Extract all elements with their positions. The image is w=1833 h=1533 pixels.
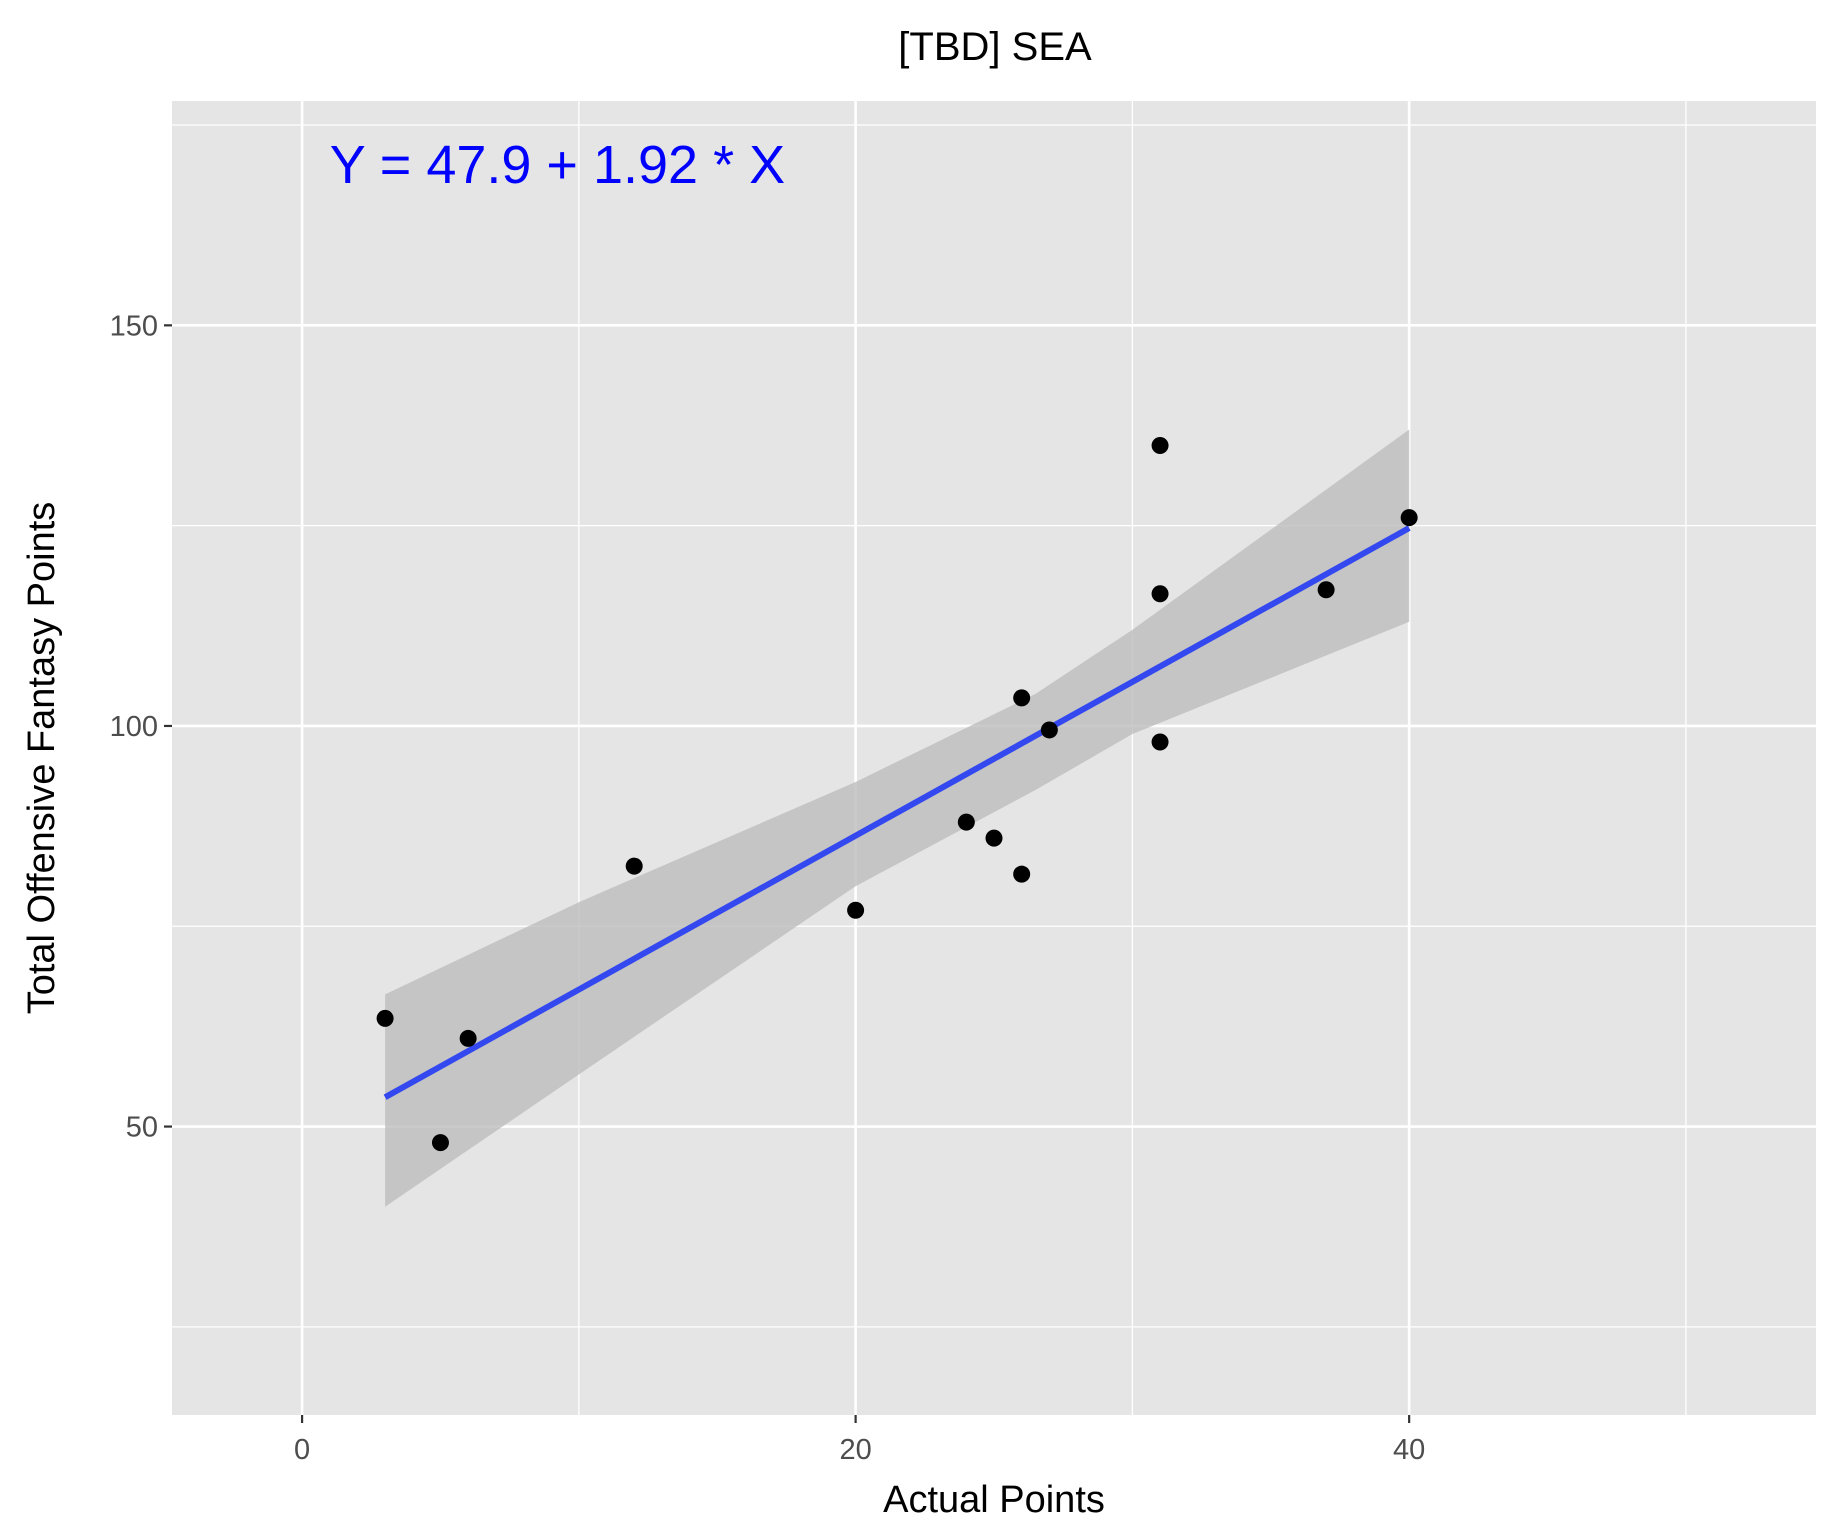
data-point [847,901,865,919]
chart-title: [TBD] SEA [898,25,1092,69]
data-point [985,829,1003,847]
data-points [376,437,1418,1152]
data-point [1013,689,1031,707]
data-point [459,1029,477,1047]
data-point [376,1009,394,1027]
data-point [1040,721,1058,739]
regression-equation: Y = 47.9 + 1.92 * X [330,135,785,195]
x-axis-ticks: 0 20 40 [294,1415,1425,1466]
x-tick-label: 0 [294,1434,310,1466]
y-tick-label: 50 [126,1112,158,1144]
y-tick-label: 100 [110,711,158,743]
data-point [625,857,643,875]
confidence-band [385,429,1410,1207]
data-point [1317,581,1335,599]
confidence-band-layer [385,429,1410,1207]
regression-line [383,525,1411,1100]
data-point [431,1134,449,1152]
y-tick-label: 150 [110,310,158,342]
x-tick-label: 20 [839,1434,871,1466]
data-point [1013,865,1031,883]
x-tick-label: 40 [1393,1434,1425,1466]
x-axis-title: Actual Points [883,1479,1105,1521]
fit-line-layer [383,525,1411,1100]
data-point [1151,437,1169,455]
data-point [1400,509,1418,527]
data-point [1151,733,1169,751]
minor-gridlines [172,101,1816,1415]
y-axis-title: Total Offensive Fantasy Points [21,502,63,1015]
data-point [957,813,975,831]
y-axis-ticks: 50 100 150 [110,310,172,1144]
data-point [1151,585,1169,603]
